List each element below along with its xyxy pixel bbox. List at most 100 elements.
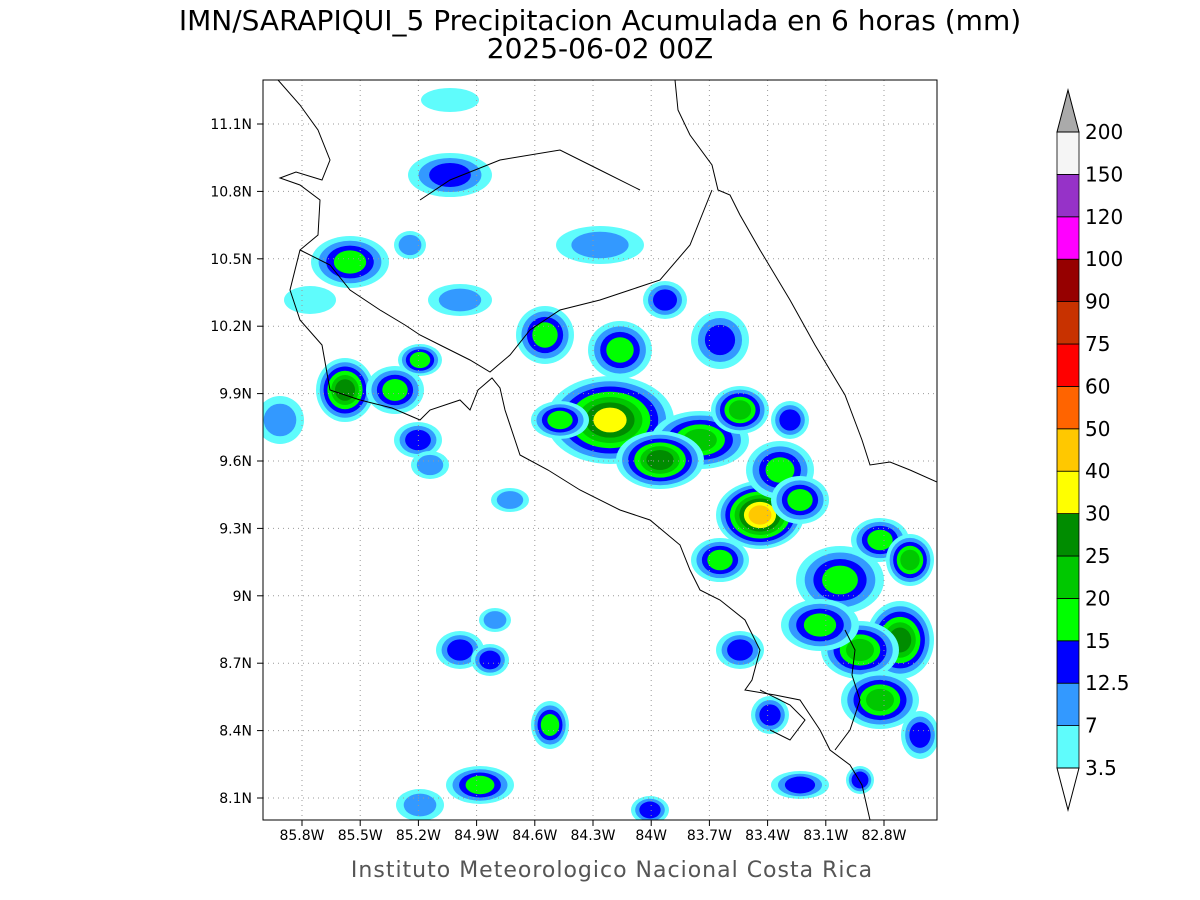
rain-contour [333, 250, 367, 274]
colorbar-box [1056, 216, 1080, 260]
rain-contour [532, 322, 558, 348]
rain-contour [900, 549, 920, 571]
colorbar-box [1056, 555, 1080, 599]
colorbar-box [1056, 385, 1080, 430]
rain-contour [571, 231, 629, 259]
lon-label: 84.6W [512, 828, 557, 844]
rain-contour [748, 505, 772, 525]
lon-label: 85.8W [279, 828, 324, 844]
lon-label: 84.3W [570, 828, 615, 844]
colorbar-label: 200 [1085, 120, 1123, 144]
rain-contour [606, 337, 634, 363]
rain-contour [867, 529, 893, 551]
title: IMN/SARAPIQUI_5 Precipitacion Acumulada … [179, 4, 1021, 37]
colorbar-box [1056, 301, 1080, 345]
rain-contour [639, 801, 661, 819]
lat-label: 8.1N [219, 791, 252, 807]
lon-label: 83.7W [687, 828, 732, 844]
colorbar-label: 100 [1085, 247, 1123, 271]
rain-contour [803, 613, 837, 637]
rain-contour [547, 410, 573, 430]
rain-contour [398, 234, 422, 256]
rain-contour [727, 639, 753, 661]
colorbar-label: 90 [1085, 290, 1110, 314]
colorbar-box [1056, 428, 1080, 472]
footer-credit: Instituto Meteorologico Nacional Costa R… [351, 858, 873, 883]
rain-contour [765, 457, 795, 483]
colorbar-box [1056, 343, 1080, 387]
rain-contour [496, 491, 524, 509]
rain-contour [646, 449, 674, 471]
colorbar-box [1056, 131, 1080, 175]
rain-contour [784, 776, 816, 794]
rain-contour [822, 565, 858, 595]
rain-contour [438, 288, 482, 312]
lat-label: 9N [233, 589, 252, 605]
rain-contour [403, 793, 437, 817]
colorbar-label: 20 [1085, 586, 1110, 610]
colorbar: 3.5 7 12.5 15 20 25 30 40 50 60 75 90 100 120 150 200 [1056, 88, 1130, 812]
rain-contour [779, 409, 801, 431]
rain-contour [263, 403, 297, 437]
lon-label: 83.4W [745, 828, 790, 844]
colorbar-under [1056, 767, 1080, 812]
rain-contour [787, 489, 813, 511]
lon-label: 85.2W [396, 828, 441, 844]
lon-label: 82.8W [861, 828, 906, 844]
lon-label: 85.5W [338, 828, 383, 844]
rain-contour [416, 454, 444, 476]
rain-contour [483, 611, 507, 629]
lon-label: 84.9W [454, 828, 499, 844]
lat-label: 10.2N [210, 319, 252, 335]
rain-contour [465, 775, 495, 795]
colorbar-box [1056, 640, 1080, 684]
colorbar-label: 120 [1085, 205, 1123, 229]
colorbar-label: 12.5 [1085, 671, 1130, 695]
rain-contour [334, 379, 356, 401]
precipitation-field [263, 88, 937, 820]
colorbar-box [1056, 470, 1080, 515]
rain-contour [728, 400, 752, 420]
lat-label: 8.7N [219, 656, 252, 672]
rain-contour [707, 549, 733, 571]
rain-contour [429, 163, 471, 187]
rain-contour [479, 650, 501, 670]
coastlines [277, 80, 937, 820]
colorbar-box [1056, 513, 1080, 557]
colorbar-box [1056, 258, 1080, 303]
colorbar-box [1056, 682, 1080, 727]
lat-label: 9.9N [219, 387, 252, 403]
rain-contour [846, 638, 874, 662]
colorbar-box [1056, 173, 1080, 218]
rain-contour [421, 88, 479, 112]
grid [257, 80, 937, 826]
colorbar-label: 7 [1085, 714, 1098, 738]
colorbar-label: 75 [1085, 332, 1110, 356]
rain-contour [447, 639, 473, 661]
rain-contour [866, 688, 894, 712]
colorbar-label: 25 [1085, 544, 1110, 568]
colorbar-label: 40 [1085, 459, 1110, 483]
rain-contour [593, 407, 627, 433]
colorbar-over [1056, 88, 1080, 133]
colorbar-label: 3.5 [1085, 756, 1117, 780]
colorbar-label: 50 [1085, 417, 1110, 441]
rain-contour [851, 771, 869, 789]
lat-label: 11.1N [210, 117, 252, 133]
subtitle: 2025-06-02 00Z [487, 32, 713, 65]
rain-contour [909, 722, 931, 748]
rain-contour [540, 714, 560, 736]
rain-contour [409, 351, 431, 369]
lon-label: 84W [635, 828, 667, 844]
lat-label: 10.8N [210, 184, 252, 200]
rain-contour [759, 704, 781, 726]
colorbar-box [1056, 725, 1080, 769]
rain-contour [653, 289, 677, 311]
lat-label: 9.3N [219, 521, 252, 537]
lon-label: 83.1W [803, 828, 848, 844]
colorbar-label: 60 [1085, 374, 1110, 398]
colorbar-box [1056, 598, 1080, 642]
lat-label: 9.6N [219, 454, 252, 470]
